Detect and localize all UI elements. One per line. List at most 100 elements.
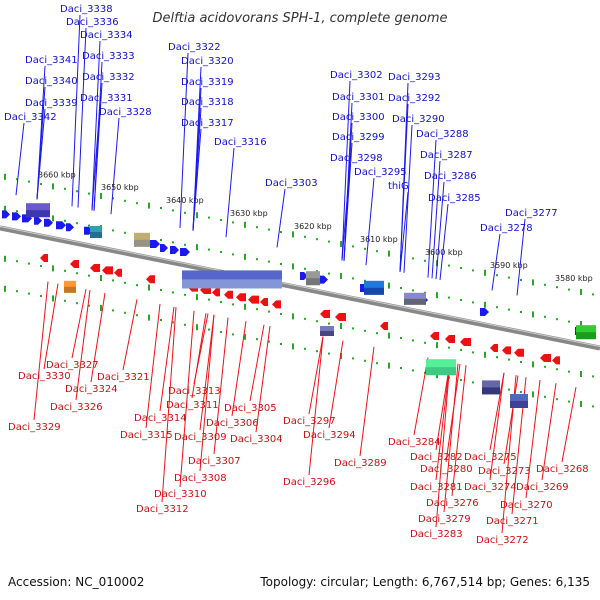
reverse-gene-arrow [90, 264, 100, 272]
gene-label-top: thiG [388, 181, 409, 192]
scale-label: 3580 kbp [555, 274, 593, 283]
gene-label-bottom: Daci_3324 [65, 384, 118, 395]
forward-gene-arrow [2, 210, 10, 219]
tick-mark-track-1 [520, 279, 522, 281]
forward-gene-arrow [480, 308, 489, 316]
tick-mark-track-3 [244, 303, 246, 310]
reverse-gene-arrow [212, 288, 220, 297]
tick-mark-track-4 [412, 369, 414, 372]
tick-mark-track-1 [88, 192, 90, 195]
tick-mark-track-1 [340, 241, 342, 247]
tick-mark-track-3 [328, 322, 330, 325]
gene-label-top: Daci_3298 [330, 153, 383, 164]
tick-mark-track-4 [520, 391, 522, 393]
tick-mark-track-3 [268, 310, 270, 313]
tick-mark-track-2 [112, 229, 114, 232]
leader-line-top [192, 128, 202, 231]
tick-mark-track-1 [52, 183, 54, 190]
tick-mark-track-1 [64, 187, 66, 190]
scale-label: 3660 kbp [38, 171, 76, 180]
tick-mark-track-1 [532, 279, 534, 286]
reverse-gene-arrow [114, 268, 122, 277]
tick-mark-track-3 [148, 284, 150, 291]
gene-label-top: Daci_3302 [330, 70, 383, 81]
leader-line-top [110, 117, 120, 215]
forward-gene-arrow [66, 223, 74, 232]
leader-line-top [516, 218, 526, 296]
tick-mark-track-4 [328, 352, 330, 355]
tick-mark-track-4 [400, 367, 402, 369]
scale-label: 3650 kbp [101, 183, 139, 192]
leader-line-bottom [255, 325, 271, 433]
leader-line-top [341, 80, 351, 261]
gene-label-top: Daci_3316 [214, 137, 267, 148]
tick-mark-track-2 [352, 277, 354, 280]
reverse-gene-arrow [430, 332, 439, 340]
leader-line-bottom [435, 361, 451, 451]
gene-label-bottom: Daci_3310 [154, 489, 207, 500]
tick-mark-track-1 [580, 289, 582, 295]
tick-mark-track-3 [40, 265, 42, 267]
tick-mark-track-4 [352, 357, 354, 360]
tick-mark-track-2 [124, 231, 126, 234]
leader-line-bottom [90, 292, 106, 383]
gene-label-top: Daci_3303 [265, 178, 318, 189]
tick-mark-track-2 [280, 263, 282, 265]
gene-box-shade [182, 279, 282, 289]
gene-label-top: Daci_3285 [428, 193, 481, 204]
tick-mark-track-1 [100, 193, 102, 199]
reverse-gene-arrow [272, 300, 281, 309]
leader-line-bottom [489, 372, 505, 481]
tick-mark-track-1 [160, 207, 162, 209]
gene-label-top: Daci_3301 [332, 92, 385, 103]
reverse-gene-arrow [445, 335, 455, 343]
tick-mark-track-3 [436, 342, 438, 349]
tick-mark-track-3 [160, 289, 162, 291]
tick-mark-track-1 [148, 202, 150, 209]
tick-mark-track-3 [352, 327, 354, 330]
gene-box-shade [576, 332, 596, 340]
tick-mark-track-1 [292, 231, 294, 238]
tick-mark-track-4 [580, 401, 582, 407]
leader-line-top [403, 124, 413, 273]
tick-mark-track-4 [76, 302, 78, 305]
tick-mark-track-1 [304, 235, 306, 238]
leader-line-bottom [75, 289, 91, 401]
gene-label-top: Daci_3333 [82, 51, 135, 62]
leader-line-top [343, 142, 353, 261]
gene-box-shade [482, 387, 500, 395]
tick-mark-track-2 [268, 260, 270, 263]
tick-mark-track-1 [196, 212, 198, 219]
leader-line-bottom [328, 340, 344, 429]
gene-label-bottom: Daci_3304 [230, 434, 283, 445]
leader-line-top [341, 163, 351, 261]
leader-line-bottom [308, 336, 324, 415]
tick-mark-track-4 [172, 321, 174, 324]
gene-label-top: Daci_3278 [480, 223, 533, 234]
genome-stats-text: Topology: circular; Length: 6,767,514 bp… [259, 575, 590, 589]
gene-label-top: Daci_3334 [80, 30, 133, 41]
leader-line-bottom [161, 307, 177, 503]
tick-mark-track-3 [76, 272, 78, 275]
gene-label-bottom: Daci_3329 [8, 422, 61, 433]
gene-box-shade [404, 298, 426, 305]
leader-line-bottom [179, 310, 195, 488]
gene-label-top: Daci_3288 [416, 129, 469, 140]
gene-label-bottom: Daci_3297 [283, 416, 336, 427]
tick-mark-track-3 [220, 301, 222, 303]
tick-mark-track-4 [208, 328, 210, 331]
tick-mark-track-4 [568, 400, 570, 403]
leader-line-bottom [489, 372, 505, 451]
gene-label-bottom: Daci_3296 [283, 477, 336, 488]
leader-line-top [491, 233, 501, 291]
tick-mark-track-4 [64, 299, 66, 302]
tick-mark-track-3 [532, 361, 534, 368]
accession-text: Accession: NC_010002 [8, 575, 144, 589]
gene-label-top: Daci_3317 [181, 118, 234, 129]
gene-label-bottom: Daci_3274 [464, 482, 517, 493]
tick-mark-track-1 [232, 221, 234, 224]
gene-label-bottom: Daci_3268 [536, 464, 589, 475]
tick-mark-track-1 [16, 178, 18, 181]
tick-mark-track-1 [412, 257, 414, 260]
tick-mark-track-4 [160, 319, 162, 321]
